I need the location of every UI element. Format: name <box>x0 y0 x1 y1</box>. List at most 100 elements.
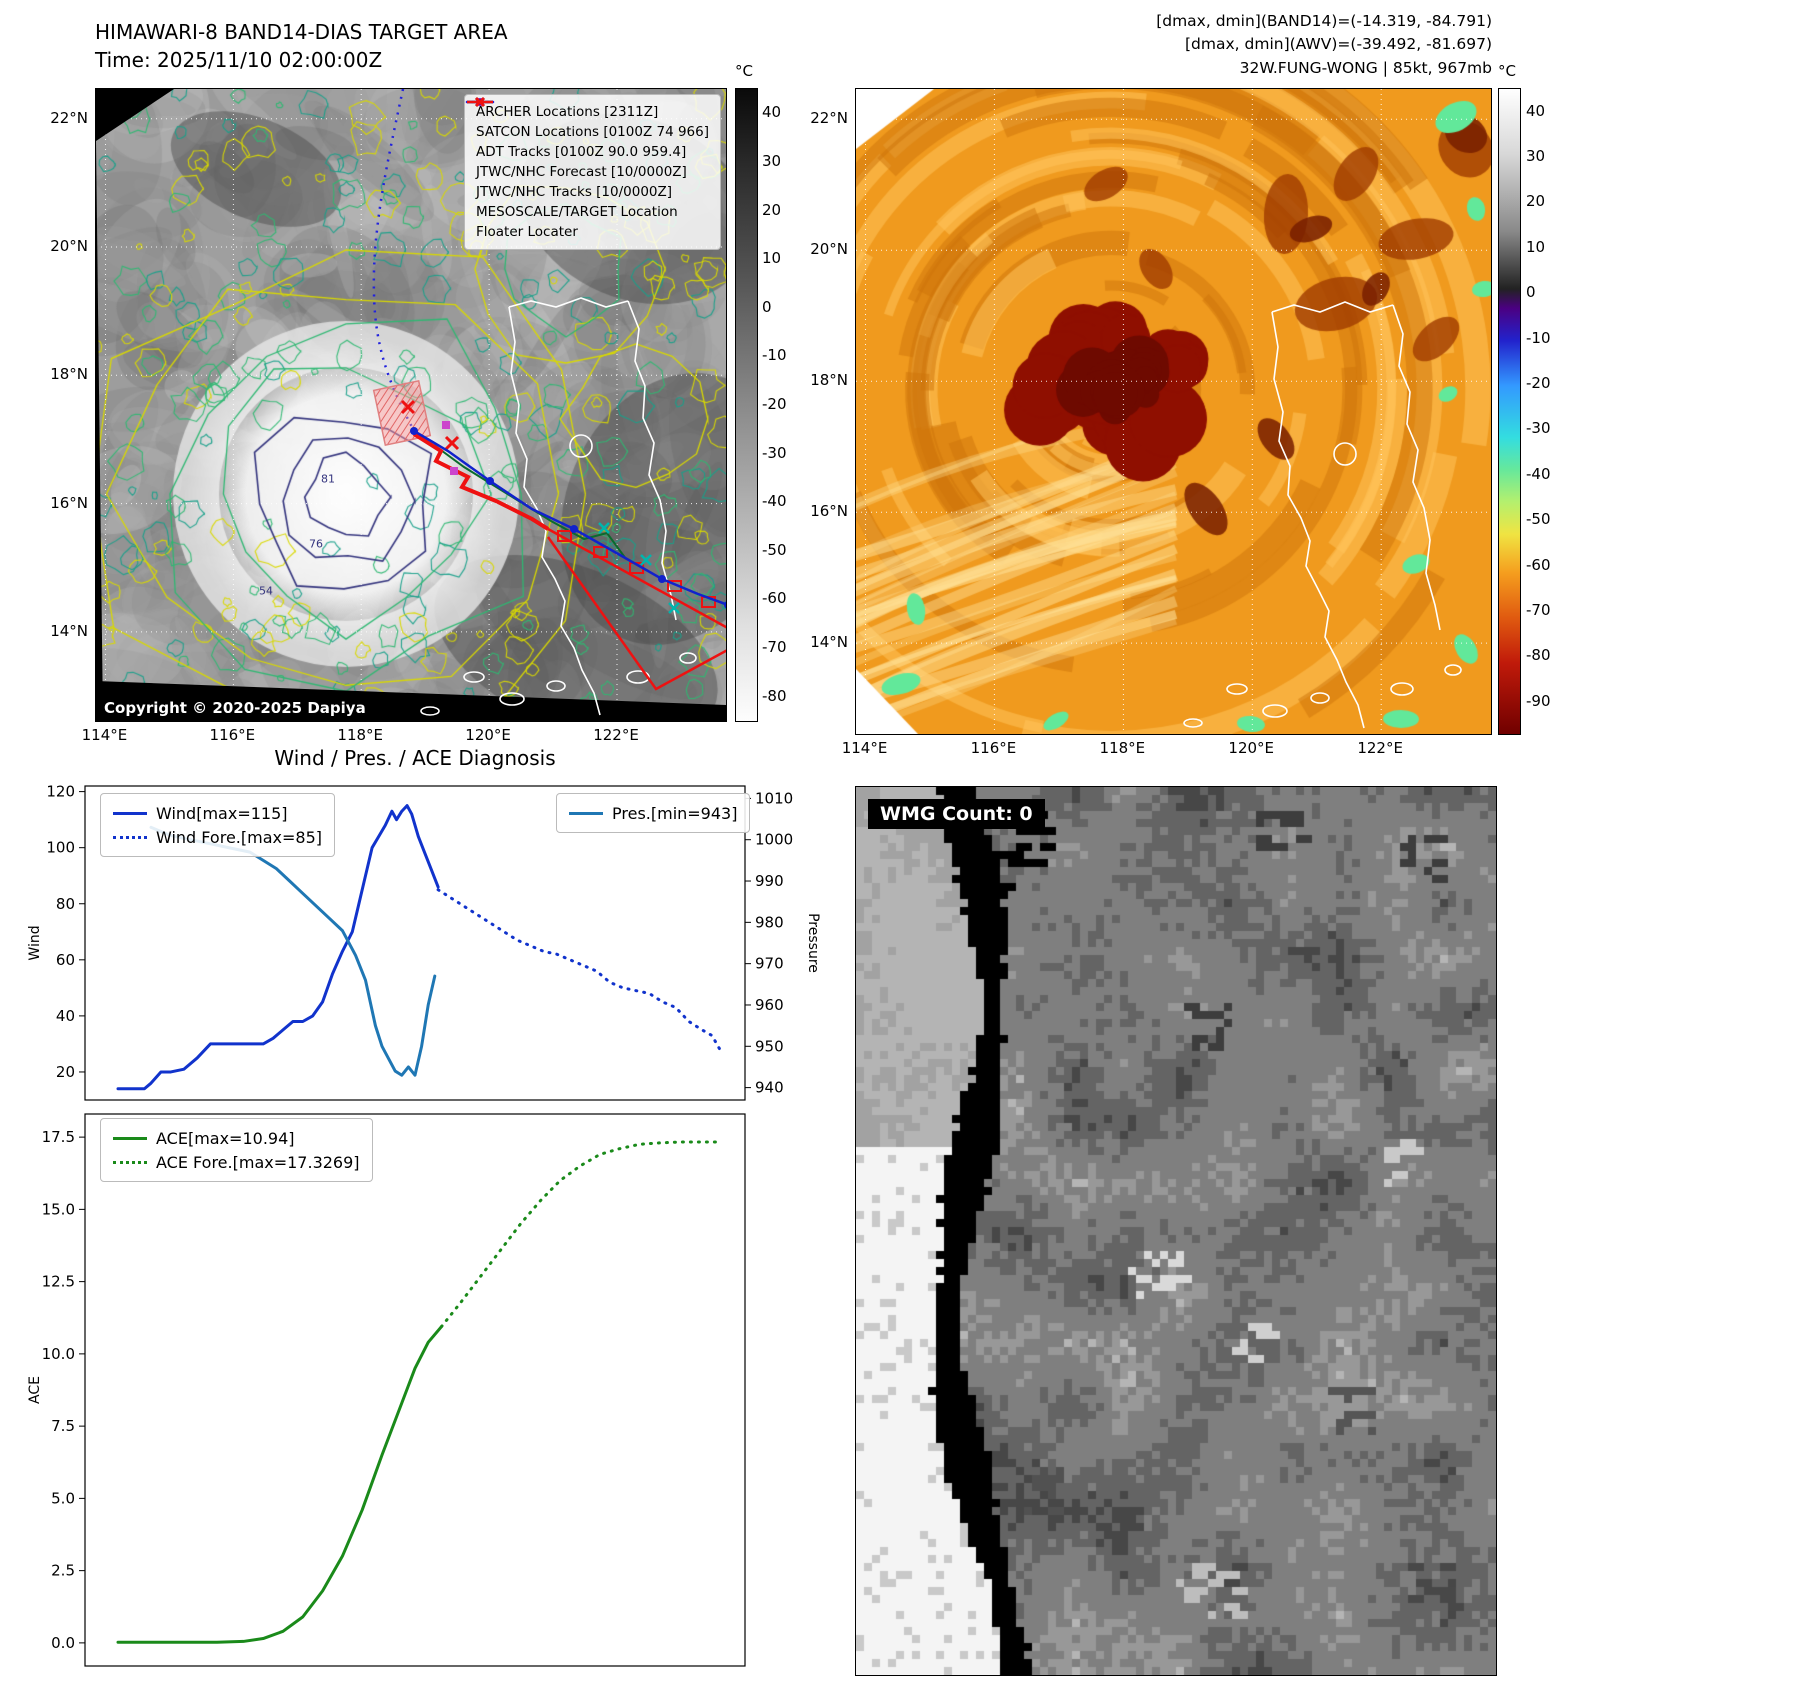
archer-markers <box>442 421 458 475</box>
swath-edge-mask <box>96 89 726 721</box>
svg-text:12.5: 12.5 <box>42 1273 75 1291</box>
page-subtitle: Time: 2025/11/10 02:00:00Z <box>95 48 383 72</box>
tick-label: 16°N <box>50 493 88 512</box>
tick-label: 30 <box>1526 146 1546 165</box>
contour-value-label: 54 <box>259 584 273 598</box>
svg-text:10.0: 10.0 <box>42 1345 75 1363</box>
tick-label: 30 <box>762 151 782 170</box>
copyright-text: Copyright © 2020-2025 Dapiya <box>104 699 366 717</box>
legend-item-wind: Wind[max=115] <box>113 801 322 825</box>
tick-label: -50 <box>1526 510 1551 529</box>
tick-label: -60 <box>762 589 787 608</box>
wmg-count-image <box>856 787 1496 1675</box>
tick-label: 114°E <box>81 726 128 744</box>
ace-legend: ACE[max=10.94] ACE Fore.[max=17.3269] <box>100 1118 373 1182</box>
svg-text:960: 960 <box>755 996 784 1014</box>
legend-row-mesoscale: MESOSCALE/TARGET Location <box>474 96 709 222</box>
svg-text:15.0: 15.0 <box>42 1200 75 1218</box>
contour-value-label: 81 <box>321 472 335 486</box>
floater-track <box>372 379 726 691</box>
band14-title-block: HIMAWARI-8 BAND14-DIAS TARGET AREA Time:… <box>95 18 508 74</box>
svg-text:0.0: 0.0 <box>51 1634 75 1652</box>
tick-label: -10 <box>762 346 787 365</box>
tick-label: -20 <box>1526 374 1551 393</box>
svg-text:ACE: ACE <box>27 1376 43 1404</box>
svg-text:990: 990 <box>755 872 784 890</box>
tick-label: 22°N <box>50 108 88 127</box>
jtwc-track <box>410 427 726 609</box>
band14-map-panel: 81 76 54 ARCHER Locations [2311Z] SATCON L… <box>95 88 727 722</box>
legend-label: JTWC/NHC Tracks [10/0000Z] <box>476 184 673 200</box>
svg-text:100: 100 <box>46 839 75 857</box>
tick-label: 116°E <box>970 739 1017 757</box>
legend-label: JTWC/NHC Forecast [10/0000Z] <box>476 164 687 180</box>
coastline-path <box>1183 301 1462 729</box>
tick-label: 20°N <box>810 240 848 259</box>
legend-label: Floater Locater <box>476 224 578 240</box>
svg-text:1010: 1010 <box>755 789 793 807</box>
floater-line-icon <box>467 100 493 104</box>
band14-x-axis: 114°E 116°E 118°E 120°E 122°E <box>82 726 725 746</box>
wind-forecast-legend-label: Wind Fore.[max=85] <box>156 827 322 847</box>
pressure-legend: Pres.[min=943] <box>556 793 751 833</box>
legend-label: ADT Tracks [0100Z 90.0 959.4] <box>476 144 687 160</box>
legend-label: MESOSCALE/TARGET Location <box>476 204 678 220</box>
wind-forecast-line-sample <box>113 835 147 839</box>
tick-label: 0 <box>1526 283 1536 302</box>
ace-forecast-legend-label: ACE Fore.[max=17.3269] <box>156 1152 360 1172</box>
dmax-dmin-awv: [dmax, dmin](AWV)=(-39.492, -81.697) <box>1185 35 1492 54</box>
tick-label: 10 <box>1526 237 1546 256</box>
svg-text:970: 970 <box>755 955 784 973</box>
storm-id-intensity: 32W.FUNG-WONG | 85kt, 967mb <box>1239 58 1492 77</box>
tick-label: -70 <box>1526 601 1551 620</box>
svg-text:60: 60 <box>56 951 75 969</box>
tick-label: 118°E <box>1099 739 1146 757</box>
awv-map-panel <box>855 88 1492 735</box>
ace-line-sample <box>113 1136 147 1140</box>
tick-label: 114°E <box>841 739 888 757</box>
mesoscale-target-marker <box>400 399 416 415</box>
tick-label: -30 <box>762 443 787 462</box>
wind-legend-label: Wind[max=115] <box>156 803 288 823</box>
tick-label: 14°N <box>810 633 848 652</box>
svg-text:Pressure: Pressure <box>805 913 821 973</box>
tick-label: -20 <box>762 394 787 413</box>
svg-text:1000: 1000 <box>755 831 793 849</box>
tick-label: 122°E <box>593 726 639 744</box>
tick-label: -90 <box>1526 691 1551 710</box>
svg-text:5.0: 5.0 <box>51 1489 75 1507</box>
tick-label: 20°N <box>50 237 88 255</box>
tick-label: -40 <box>762 492 787 511</box>
legend-label: SATCON Locations [0100Z 74 966] <box>476 124 709 140</box>
svg-text:80: 80 <box>56 895 75 913</box>
tick-label: -10 <box>1526 328 1551 347</box>
band14-colorbar <box>735 88 758 722</box>
awv-overlay <box>856 89 1491 734</box>
tick-label: 22°N <box>810 109 848 128</box>
dmax-dmin-band14: [dmax, dmin](BAND14)=(-14.319, -84.791) <box>1156 12 1492 30</box>
band14-y-axis: 22°N 20°N 18°N 16°N 14°N <box>42 88 88 720</box>
tick-label: 20 <box>762 200 782 219</box>
band14-colorbar-ticks: 40 30 20 10 0 -10 -20 -30 -40 -50 -60 -70 -80 <box>762 88 802 720</box>
tick-label: -50 <box>762 540 787 559</box>
ace-forecast-line-sample <box>113 1160 147 1164</box>
wind-line-sample <box>113 811 147 815</box>
legend-item-ace: ACE[max=10.94] <box>113 1126 360 1150</box>
diagnosis-title: Wind / Pres. / ACE Diagnosis <box>274 746 556 770</box>
svg-text:40: 40 <box>56 1007 75 1025</box>
awv-colorbar <box>1498 88 1521 735</box>
tick-label: -60 <box>1526 555 1551 574</box>
legend-label: ARCHER Locations [2311Z] <box>476 104 659 120</box>
tick-label: 0 <box>762 297 772 316</box>
tick-label: 40 <box>762 103 782 122</box>
tick-label: -70 <box>762 637 787 656</box>
svg-text:7.5: 7.5 <box>51 1417 75 1435</box>
band14-colorbar-unit: °C <box>735 62 753 80</box>
tick-label: -30 <box>1526 419 1551 438</box>
tick-label: 122°E <box>1357 739 1403 757</box>
satcon-markers <box>598 522 680 614</box>
svg-text:950: 950 <box>755 1037 784 1055</box>
pressure-legend-label: Pres.[min=943] <box>612 803 738 823</box>
svg-text:2.5: 2.5 <box>51 1562 75 1580</box>
